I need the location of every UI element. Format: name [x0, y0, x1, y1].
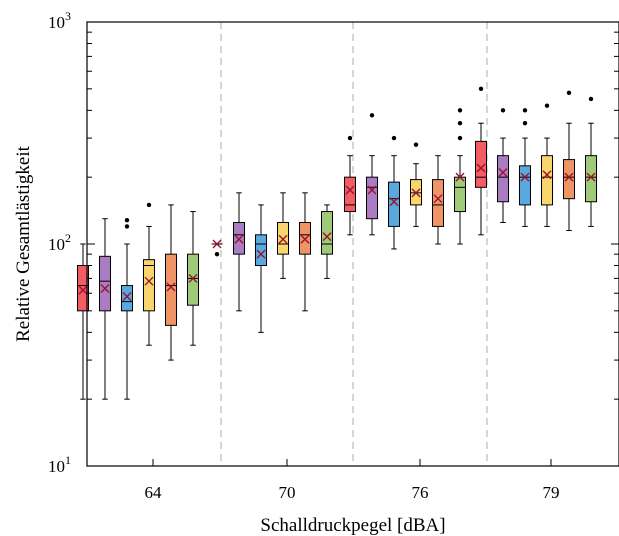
- box-body: [255, 234, 267, 267]
- box-79-2: [497, 108, 509, 223]
- x-tick-label: 79: [543, 483, 560, 502]
- box-body: [143, 259, 155, 312]
- box-body: [541, 155, 553, 206]
- mean-marker: [520, 172, 530, 182]
- box-70-3: [255, 204, 267, 333]
- mean-marker: [100, 284, 110, 294]
- outlier-point: [566, 90, 572, 95]
- mean-marker: [345, 185, 355, 195]
- y-axis-label: Relative Gesamtlästigkeit: [13, 145, 34, 341]
- box-64-6: [187, 211, 199, 346]
- mean-marker: [411, 188, 421, 198]
- box-76-3: [388, 135, 400, 250]
- box-76-5: [432, 155, 444, 245]
- x-tick-label: 64: [145, 483, 163, 502]
- box-76-1: [344, 135, 356, 236]
- mean-marker: [367, 185, 377, 195]
- box-body: [321, 211, 333, 255]
- mean-marker: [498, 167, 508, 177]
- y-axis-ticks: 101 102 103: [48, 9, 619, 476]
- mean-marker: [166, 282, 176, 292]
- mean-marker: [278, 234, 288, 244]
- mean-marker: [564, 172, 574, 182]
- x-tick-label: 70: [279, 483, 296, 502]
- mean-marker: [542, 170, 552, 180]
- box-body: [454, 176, 466, 213]
- box-body: [585, 155, 597, 203]
- box-79-5: [563, 90, 575, 232]
- outlier-point: [124, 217, 130, 223]
- mean-marker: [300, 234, 310, 244]
- outlier-point: [413, 142, 419, 147]
- box-79-1: [475, 86, 487, 236]
- box-70-5: [299, 192, 311, 312]
- x-axis-ticks: 64 70 76 79: [145, 459, 560, 502]
- box-body: [497, 155, 509, 203]
- outlier-point: [478, 86, 484, 92]
- mean-marker: [144, 276, 154, 286]
- mean-marker: [256, 249, 266, 259]
- mean-marker: [476, 163, 486, 173]
- box-64-3: [121, 217, 133, 400]
- x-axis-label: Schalldruckpegel [dBA]: [260, 515, 445, 536]
- outlier-point: [369, 113, 375, 118]
- outlier-point: [347, 135, 353, 141]
- box-body: [519, 165, 531, 206]
- y-tick-label: 101: [48, 453, 71, 476]
- mean-marker: [212, 239, 222, 249]
- box-76-6: [454, 108, 466, 245]
- outlier-point: [124, 224, 130, 229]
- y-tick-label: 102: [48, 231, 71, 254]
- outlier-point: [457, 121, 463, 126]
- y-tick-label: 103: [48, 9, 71, 32]
- box-body: [563, 159, 575, 200]
- mean-marker: [433, 194, 443, 204]
- box-70-2: [233, 192, 245, 312]
- box-body: [77, 265, 89, 312]
- mean-marker: [586, 172, 596, 182]
- box-70-6: [321, 204, 333, 279]
- outlier-point: [588, 96, 594, 102]
- outlier-point: [457, 135, 463, 141]
- box-body: [388, 181, 400, 227]
- box-body: [432, 179, 444, 227]
- mean-marker: [78, 285, 88, 295]
- x-tick-label: 76: [412, 483, 429, 502]
- box-70-4: [277, 192, 289, 279]
- mean-marker: [188, 273, 198, 283]
- box-body: [187, 253, 199, 306]
- box-body: [344, 176, 356, 213]
- outlier-point: [457, 108, 463, 113]
- box-body: [121, 285, 133, 312]
- box-body: [165, 253, 177, 326]
- box-64-2: [99, 218, 111, 400]
- box-70-1: [211, 239, 223, 257]
- boxes-layer: [77, 86, 597, 400]
- box-64-1: [77, 243, 89, 400]
- box-76-2: [366, 113, 378, 236]
- box-79-3: [519, 108, 531, 227]
- outlier-point: [522, 121, 528, 126]
- box-64-4: [143, 202, 155, 346]
- mean-marker: [234, 234, 244, 244]
- mean-marker: [322, 232, 332, 242]
- outlier-point: [214, 251, 220, 257]
- outlier-point: [500, 108, 506, 113]
- box-body: [475, 140, 487, 188]
- outlier-point: [146, 202, 152, 208]
- outlier-point: [391, 135, 397, 141]
- box-body: [366, 176, 378, 220]
- mean-marker: [455, 172, 465, 182]
- outlier-point: [544, 103, 550, 108]
- mean-marker: [389, 197, 399, 207]
- box-79-6: [585, 96, 597, 227]
- outlier-point: [522, 108, 528, 113]
- box-64-5: [165, 204, 177, 361]
- mean-marker: [122, 292, 132, 302]
- box-body: [99, 255, 111, 312]
- box-79-4: [541, 103, 553, 227]
- box-76-4: [410, 142, 422, 227]
